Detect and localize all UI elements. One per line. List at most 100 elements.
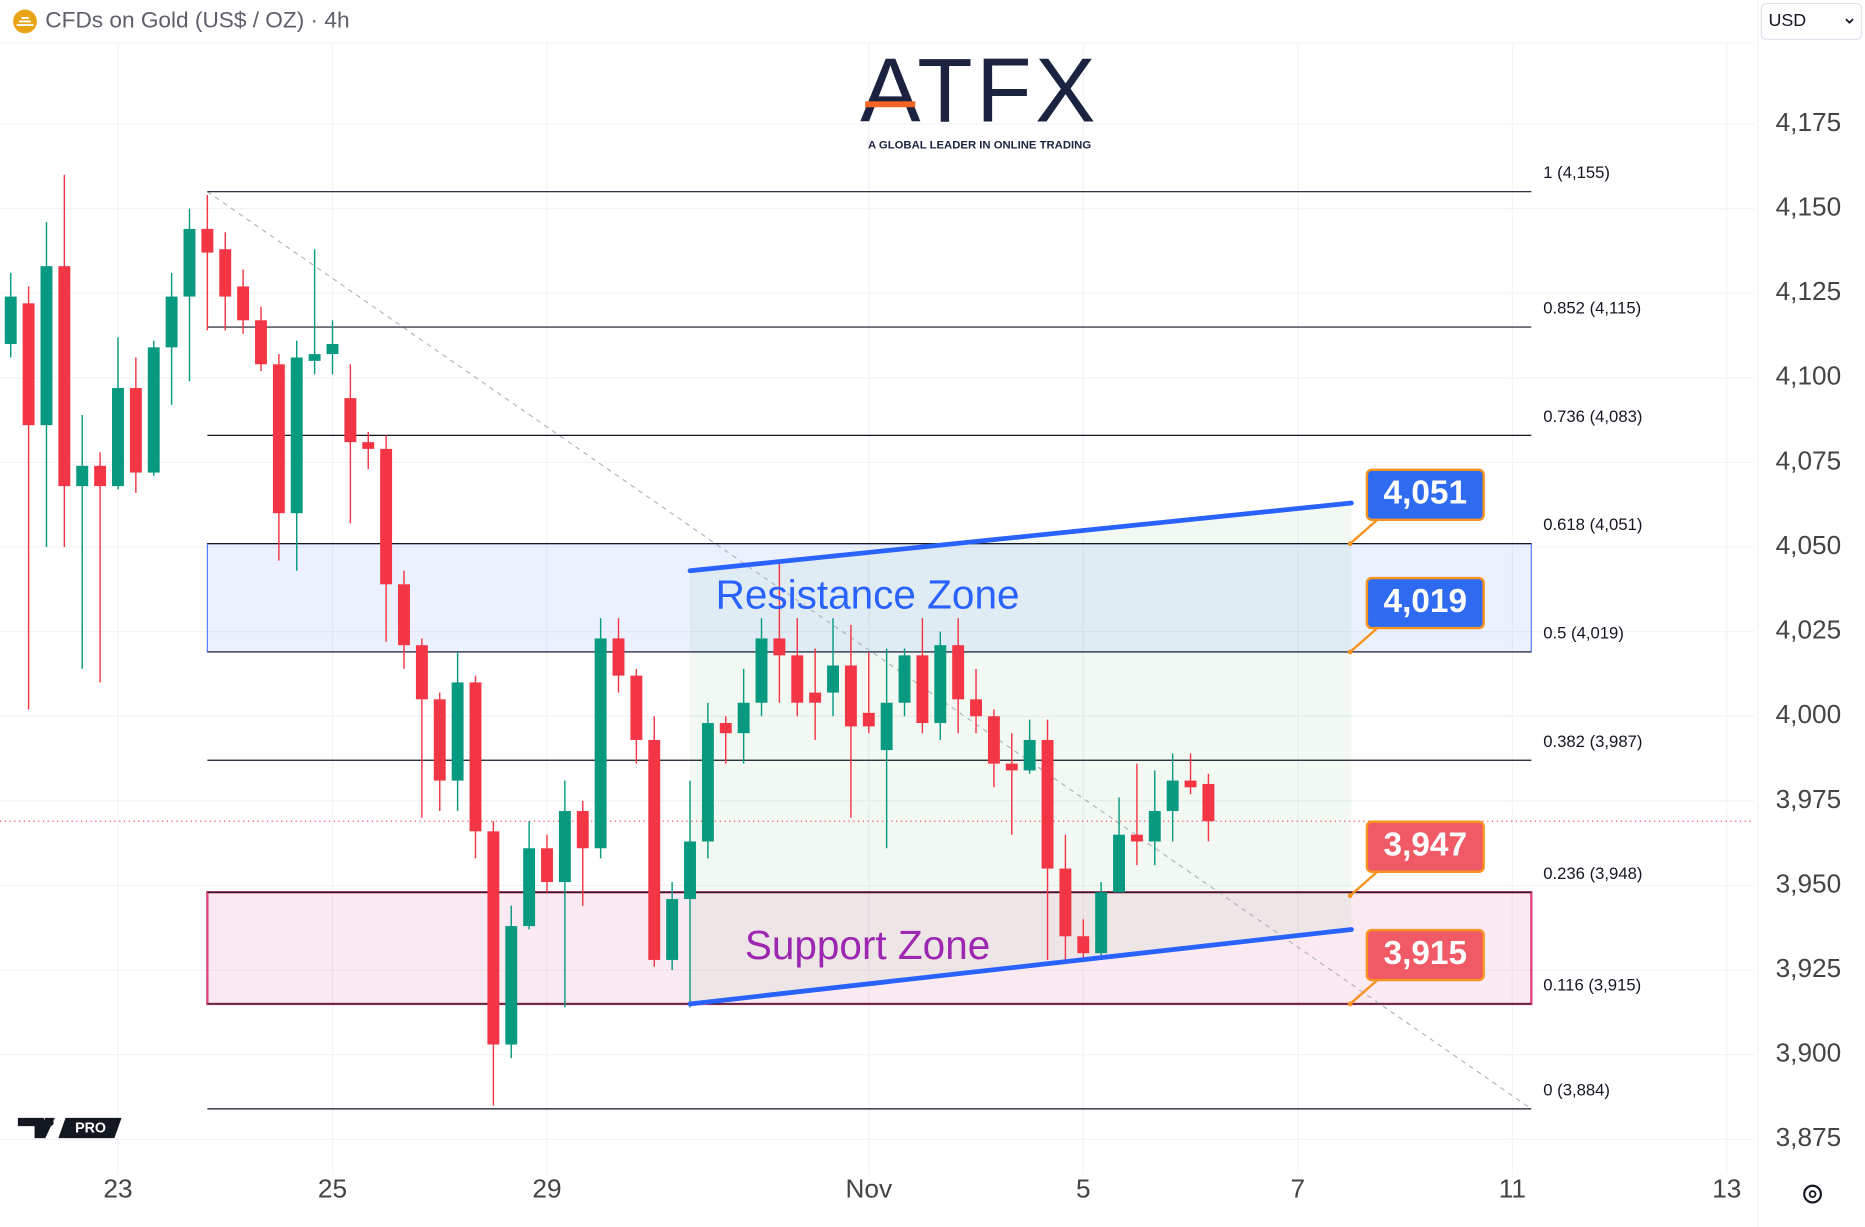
tv-logo-dot: [46, 1119, 54, 1127]
candle-body: [40, 266, 53, 426]
y-tick-label: 3,900: [1776, 1038, 1842, 1068]
candle-body: [1113, 834, 1125, 893]
x-tick-label: 5: [1076, 1173, 1091, 1203]
price-label: 4,019: [1384, 583, 1467, 620]
tv-pro-label: PRO: [75, 1120, 106, 1136]
candle-body: [755, 638, 768, 703]
callout-anchor: [1347, 1001, 1353, 1007]
candle-body: [970, 699, 982, 717]
candle-body: [362, 442, 375, 449]
candle-body: [952, 645, 965, 700]
candle-body: [129, 387, 142, 473]
candle-body: [916, 655, 929, 724]
candle-body: [773, 638, 786, 656]
candle-body: [666, 899, 679, 960]
trendline: [687, 500, 1354, 574]
x-tick-label: 13: [1712, 1173, 1741, 1203]
candle-body: [862, 712, 875, 727]
candle-body: [791, 655, 804, 703]
channel-shade: [690, 503, 1352, 1004]
candle-body: [308, 354, 321, 361]
candle-body: [809, 692, 822, 703]
settings-icon[interactable]: [1803, 1184, 1822, 1204]
callout-anchor: [1347, 893, 1353, 899]
price-label-box: [1365, 576, 1485, 630]
zone-label: Resistance Zone: [716, 572, 1020, 618]
y-tick-label: 4,075: [1776, 445, 1842, 475]
candle-body: [1130, 834, 1143, 842]
candle-body: [1184, 780, 1197, 788]
candle-body: [94, 465, 107, 487]
candle-body: [398, 584, 410, 646]
fib-level-label: 0.736 (4,083): [1543, 407, 1642, 426]
candle-body: [415, 645, 428, 700]
price-label: 4,051: [1384, 475, 1467, 512]
callout-anchor: [1347, 649, 1353, 655]
currency-chevron: [1845, 18, 1854, 24]
candle-body: [827, 665, 839, 693]
tv-logo: [17, 1117, 55, 1139]
fib-level-label: 0 (3,884): [1543, 1080, 1610, 1099]
candle-body: [558, 811, 571, 883]
x-tick-label: 25: [318, 1173, 347, 1203]
candle-body: [451, 682, 464, 781]
candle-body: [1005, 763, 1018, 771]
candle-body: [684, 841, 696, 900]
fib-level-label: 1 (4,155): [1543, 163, 1610, 182]
candle-body: [201, 228, 214, 253]
candle-body: [380, 448, 393, 585]
candle-body: [290, 357, 303, 514]
tv-pro-badge: [58, 1117, 122, 1139]
candle-body: [987, 716, 1000, 764]
candle-body: [612, 638, 625, 676]
currency-select[interactable]: [1760, 2, 1863, 40]
fib-level-label: 0.5 (4,019): [1543, 623, 1624, 642]
candle-body: [505, 926, 518, 1045]
fib-level-label: 0.618 (4,051): [1543, 515, 1642, 534]
callout-leader: [1349, 868, 1381, 897]
x-tick-label: 29: [532, 1173, 561, 1203]
candle-body: [719, 723, 732, 734]
symbol-title[interactable]: CFDs on Gold (US$ / OZ) · 4h: [45, 7, 349, 32]
candle-body: [255, 320, 267, 365]
trendline: [687, 927, 1354, 1007]
front-layer: 3,875 3,900 3,925 3,950 3,975 4,000 4,025 4,050…: [103, 107, 1841, 1204]
fib-trend-line: [207, 191, 1532, 1110]
candle-body: [880, 702, 893, 751]
fib-level-label: 0.382 (3,987): [1543, 732, 1642, 751]
candle-body: [76, 465, 89, 487]
x-tick-label: 11: [1499, 1173, 1526, 1203]
candle-body: [541, 848, 553, 883]
callout-anchor: [1347, 541, 1353, 547]
candle-body: [1148, 811, 1161, 842]
y-tick-label: 4,125: [1776, 276, 1842, 306]
y-tick-label: 4,100: [1776, 361, 1842, 391]
y-tick-label: 4,000: [1776, 699, 1842, 729]
y-tick-label: 3,925: [1776, 953, 1842, 983]
currency-label[interactable]: USD: [1768, 10, 1806, 30]
candle-body: [147, 347, 160, 473]
mid-layer: [4, 174, 1532, 1110]
candle-body: [1023, 739, 1036, 771]
y-tick-label: 4,175: [1776, 107, 1842, 137]
callout-leader: [1349, 516, 1381, 545]
zone-label: Support Zone: [745, 922, 990, 968]
candle-body: [4, 296, 17, 344]
candle-body: [1095, 892, 1108, 954]
candle-body: [594, 638, 607, 849]
candle-body: [326, 343, 339, 355]
y-tick-label: 4,025: [1776, 615, 1842, 645]
x-tick-label: 7: [1291, 1173, 1306, 1203]
y-tick-label: 4,050: [1776, 530, 1842, 560]
logo-accent: [865, 101, 916, 108]
candle-body: [934, 645, 947, 724]
candle-body: [22, 303, 35, 426]
candle-body: [898, 655, 911, 703]
price-label-box: [1365, 928, 1485, 982]
settings-icon-core: [1808, 1190, 1817, 1198]
candle-body: [272, 364, 285, 514]
candle-body: [1166, 780, 1179, 812]
